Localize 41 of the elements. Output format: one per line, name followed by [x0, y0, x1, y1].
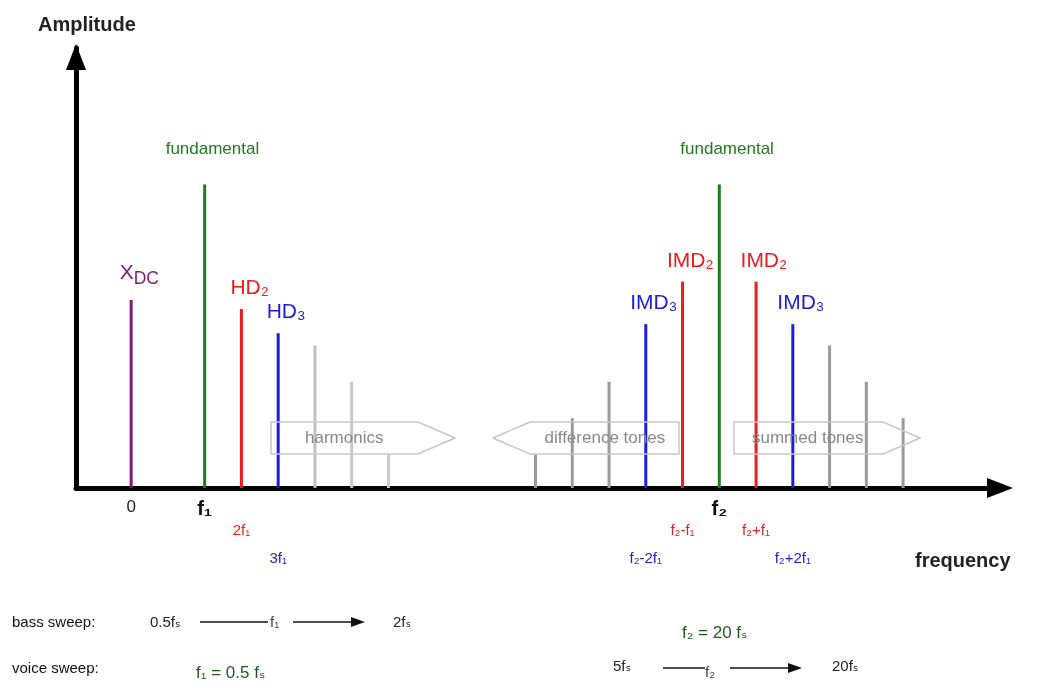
text: f₁	[270, 613, 280, 630]
x-tick-label: 2f₁	[232, 521, 251, 538]
text: f₁ = 0.5 fₛ	[196, 663, 266, 682]
bar	[386, 454, 390, 488]
x-tick-label: f₂	[711, 497, 728, 519]
annotation: fundamental	[165, 138, 260, 158]
text: voice sweep:	[12, 659, 99, 676]
annotation: IMD₂	[740, 247, 788, 271]
bar	[129, 299, 133, 488]
x-axis-title: frequency	[915, 549, 1012, 571]
bar	[681, 281, 685, 488]
bar	[276, 333, 280, 488]
bar	[534, 454, 537, 488]
x-tick-label: f₁	[197, 497, 213, 519]
text: Amplitude	[38, 13, 136, 35]
bar	[717, 184, 721, 488]
bar	[864, 381, 868, 488]
text: 20fₛ	[832, 657, 859, 674]
annotation: harmonics	[305, 428, 384, 447]
text: 0.5fₛ	[150, 613, 181, 630]
annotation: HD₃	[266, 299, 306, 323]
text: 2fₛ	[393, 613, 412, 630]
x-tick-label: f₂-2f₁	[629, 549, 663, 566]
x-tick-label: f₂+2f₁	[774, 549, 811, 566]
x-tick-label: f₂+f₁	[742, 521, 771, 538]
text: bass sweep:	[12, 613, 96, 630]
bar	[239, 308, 243, 488]
annotation: HD₂	[230, 274, 269, 298]
annotation: IMD₃	[777, 290, 825, 314]
annotation: IMD₂	[667, 247, 714, 271]
annotation: X$_{DC}$	[119, 259, 159, 289]
x-tick-label: 0	[126, 497, 136, 516]
annotation: fundamental	[680, 138, 774, 158]
text: f₂ = 20 fₛ	[682, 623, 748, 642]
bar	[901, 418, 905, 488]
text: f₂	[705, 663, 715, 680]
x-tick-label: f₂-f₁	[670, 521, 695, 538]
annotation: IMD₃	[630, 290, 678, 314]
bar	[203, 184, 207, 488]
text: 5fₛ	[613, 657, 632, 674]
x-tick-label: 3f₁	[269, 549, 287, 566]
